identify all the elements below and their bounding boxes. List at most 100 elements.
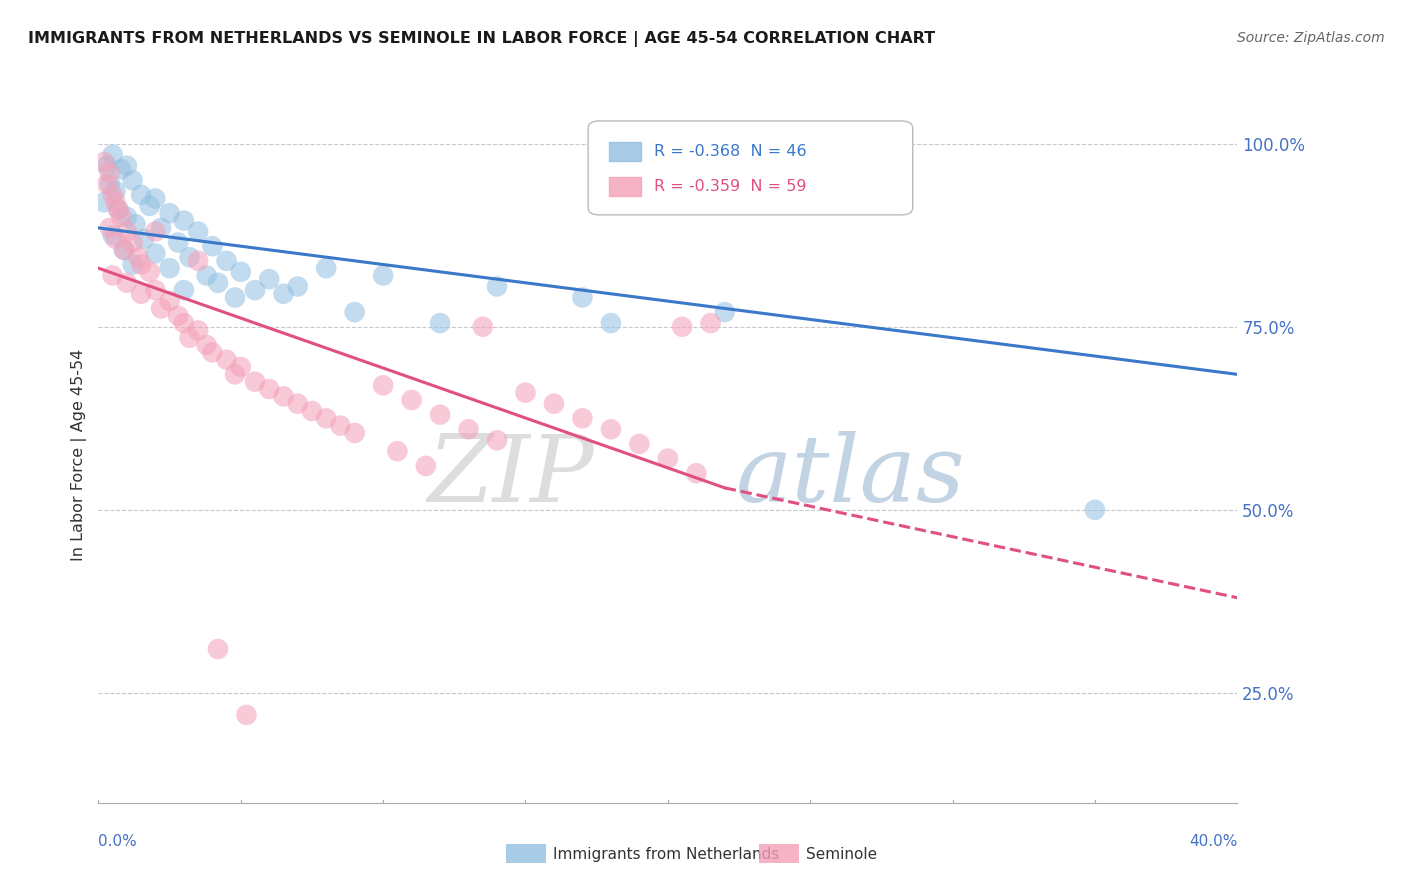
Point	[145, 225, 167, 239]
Point	[159, 294, 181, 309]
Point	[301, 404, 323, 418]
Point	[486, 434, 509, 448]
Bar	[609, 142, 641, 161]
Point	[112, 243, 135, 257]
Point	[124, 217, 146, 231]
Point	[179, 331, 201, 345]
Point	[101, 147, 124, 161]
Point	[235, 707, 257, 722]
Point	[699, 316, 721, 330]
Point	[167, 309, 190, 323]
Point	[101, 188, 124, 202]
Point	[457, 422, 479, 436]
Point	[315, 411, 337, 425]
Point	[159, 206, 181, 220]
Point	[429, 408, 451, 422]
Point	[138, 199, 160, 213]
Point	[343, 305, 366, 319]
Text: 40.0%: 40.0%	[1189, 834, 1237, 849]
Point	[127, 250, 149, 264]
Point	[121, 173, 143, 187]
Point	[129, 258, 152, 272]
Text: IMMIGRANTS FROM NETHERLANDS VS SEMINOLE IN LABOR FORCE | AGE 45-54 CORRELATION C: IMMIGRANTS FROM NETHERLANDS VS SEMINOLE …	[28, 31, 935, 47]
Point	[115, 159, 138, 173]
Point	[145, 283, 167, 297]
Point	[93, 155, 115, 169]
Point	[207, 276, 229, 290]
Text: 0.0%: 0.0%	[98, 834, 138, 849]
Point	[387, 444, 409, 458]
Point	[273, 286, 295, 301]
Point	[224, 368, 246, 382]
Point	[173, 213, 195, 227]
Point	[101, 228, 124, 243]
Point	[229, 265, 252, 279]
Point	[145, 246, 167, 260]
Point	[224, 290, 246, 304]
Point	[415, 458, 437, 473]
Point	[104, 195, 127, 210]
Point	[1084, 503, 1107, 517]
Bar	[609, 177, 641, 196]
Point	[93, 195, 115, 210]
Point	[657, 451, 679, 466]
Point	[159, 261, 181, 276]
Point	[110, 162, 132, 177]
Point	[543, 397, 565, 411]
Point	[329, 418, 352, 433]
Point	[115, 276, 138, 290]
Point	[150, 220, 173, 235]
Point	[371, 378, 394, 392]
Point	[201, 345, 224, 359]
Point	[201, 239, 224, 253]
Point	[98, 177, 121, 191]
Point	[104, 184, 127, 198]
Point	[343, 425, 366, 440]
Point	[104, 232, 127, 246]
Text: ZIP: ZIP	[427, 431, 593, 521]
Point	[571, 411, 593, 425]
Point	[121, 235, 143, 250]
Point	[96, 177, 118, 191]
Point	[101, 268, 124, 283]
Point	[215, 352, 238, 367]
Point	[600, 422, 623, 436]
FancyBboxPatch shape	[588, 121, 912, 215]
Point	[173, 283, 195, 297]
Point	[243, 283, 266, 297]
Point	[167, 235, 190, 250]
Point	[187, 225, 209, 239]
Point	[515, 385, 537, 400]
Point	[215, 253, 238, 268]
Text: Source: ZipAtlas.com: Source: ZipAtlas.com	[1237, 31, 1385, 45]
Point	[138, 265, 160, 279]
Point	[173, 316, 195, 330]
Text: atlas: atlas	[737, 431, 966, 521]
Point	[315, 261, 337, 276]
Point	[115, 210, 138, 224]
Point	[129, 286, 152, 301]
Point	[107, 202, 129, 217]
Point	[187, 323, 209, 337]
Point	[98, 220, 121, 235]
Point	[187, 253, 209, 268]
Point	[96, 159, 118, 173]
Point	[179, 250, 201, 264]
Point	[195, 268, 218, 283]
Point	[714, 305, 737, 319]
Text: R = -0.359  N = 59: R = -0.359 N = 59	[654, 179, 807, 194]
Point	[150, 301, 173, 316]
Point	[207, 642, 229, 657]
Point	[121, 258, 143, 272]
Text: R = -0.368  N = 46: R = -0.368 N = 46	[654, 145, 807, 159]
Point	[112, 243, 135, 257]
Point	[98, 166, 121, 180]
Point	[273, 389, 295, 403]
Point	[671, 319, 693, 334]
Point	[259, 382, 281, 396]
Point	[600, 316, 623, 330]
Point	[110, 210, 132, 224]
Point	[287, 397, 309, 411]
Point	[259, 272, 281, 286]
Point	[107, 202, 129, 217]
